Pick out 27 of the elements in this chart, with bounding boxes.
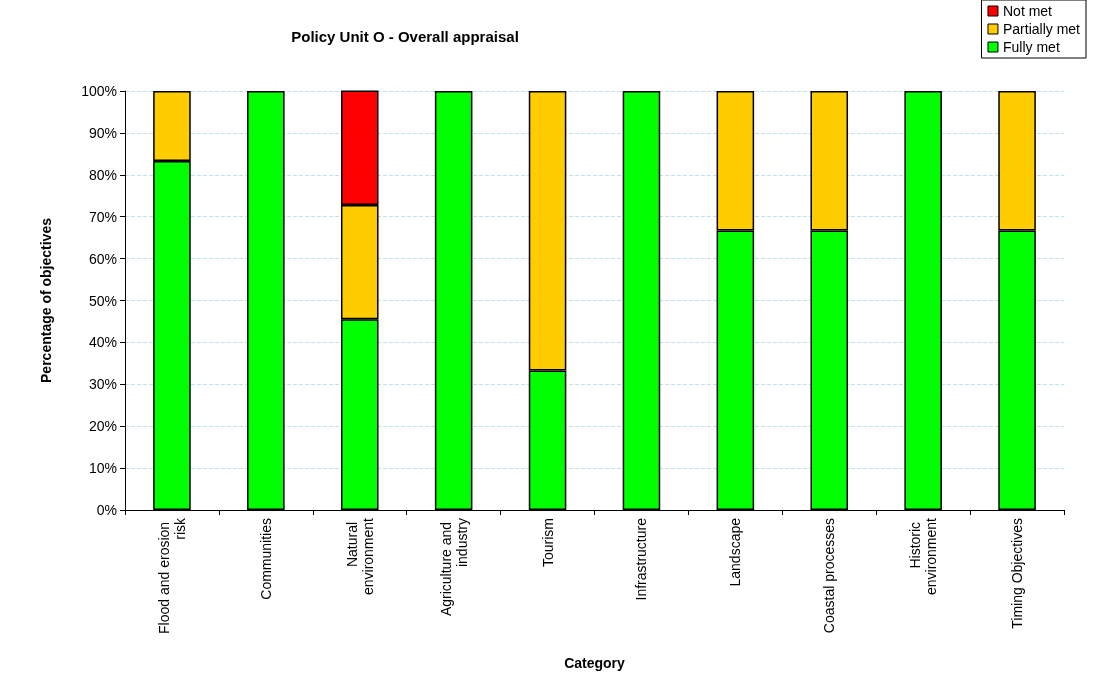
y-tick-label: 40% (88, 334, 117, 351)
y-axis-title: Percentage of objectives (38, 217, 54, 383)
x-tick-label: Landscape (727, 517, 744, 587)
legend-label: Partially met (1002, 21, 1081, 37)
x-tick-label: Coastal processes (821, 518, 838, 634)
x-tick-label: Infrastructure (633, 517, 650, 601)
x-tick-label: Communities (257, 518, 274, 600)
legend-label: Fully met (1002, 39, 1060, 55)
y-tick-label: 0% (96, 502, 117, 518)
x-tick-label: Tourism (539, 518, 556, 568)
x-tick-label: Agriculture and industry (437, 518, 470, 617)
y-tick-label: 70% (88, 208, 117, 225)
y-tick-label: 60% (88, 250, 117, 267)
y-tick-label: 100% (81, 83, 117, 99)
x-axis-title: Category (564, 655, 626, 671)
y-tick-label: 50% (88, 292, 117, 309)
x-tick-label: Historic environment (907, 517, 940, 596)
y-tick-label: 90% (88, 124, 117, 141)
y-tick-label: 20% (88, 418, 117, 435)
chart-title: Policy Unit O - Overall appraisal (291, 28, 519, 45)
x-tick-label: Natural environment (343, 517, 376, 596)
y-tick-label: 30% (88, 376, 117, 393)
legend-label: Not met (1002, 3, 1053, 19)
y-tick-label: 10% (88, 460, 117, 477)
y-tick-label: 80% (88, 166, 117, 183)
x-tick-label: Flood and erosion risk (155, 517, 188, 634)
x-tick-label: Timing Objectives (1009, 518, 1026, 629)
